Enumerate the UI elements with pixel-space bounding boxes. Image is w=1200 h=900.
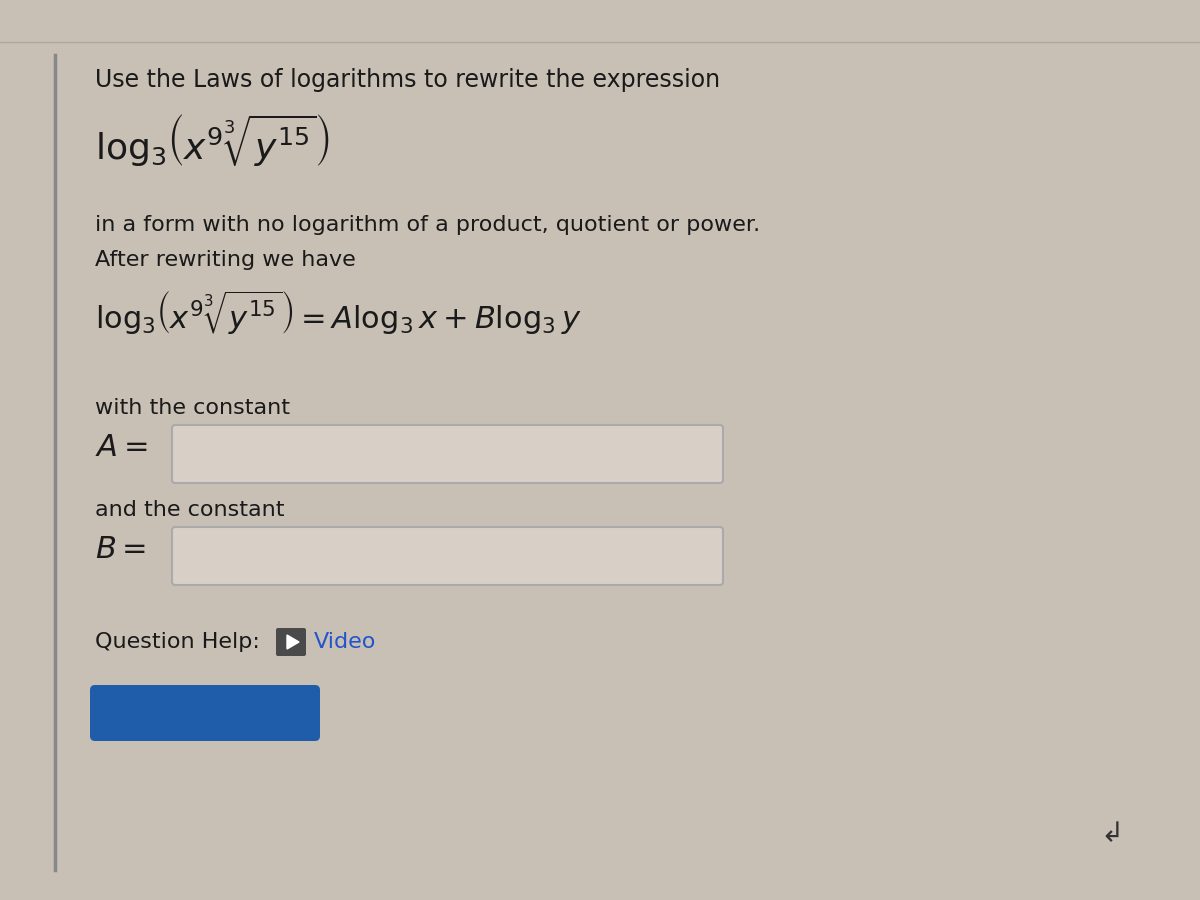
Text: Video: Video [314,632,377,652]
Text: Use the Laws of logarithms to rewrite the expression: Use the Laws of logarithms to rewrite th… [95,68,720,92]
Polygon shape [287,635,299,649]
Text: Submit Question: Submit Question [107,703,304,723]
FancyBboxPatch shape [172,425,722,483]
FancyBboxPatch shape [172,527,722,585]
FancyBboxPatch shape [276,628,306,656]
Text: $\log_3\!\left(x^9 \sqrt[3]{y^{15}}\right)$: $\log_3\!\left(x^9 \sqrt[3]{y^{15}}\righ… [95,112,330,168]
FancyBboxPatch shape [90,685,320,741]
Text: with the constant: with the constant [95,398,290,418]
Text: Question Help:: Question Help: [95,632,260,652]
Text: and the constant: and the constant [95,500,284,520]
Text: ↲: ↲ [1100,820,1123,848]
Text: After rewriting we have: After rewriting we have [95,250,355,270]
Text: $A =$: $A =$ [95,432,148,463]
Text: in a form with no logarithm of a product, quotient or power.: in a form with no logarithm of a product… [95,215,760,235]
Text: $\log_3\!\left(x^9 \sqrt[3]{y^{15}}\right) = A\log_3 x + B\log_3 y$: $\log_3\!\left(x^9 \sqrt[3]{y^{15}}\righ… [95,288,582,337]
Text: $B =$: $B =$ [95,534,146,565]
